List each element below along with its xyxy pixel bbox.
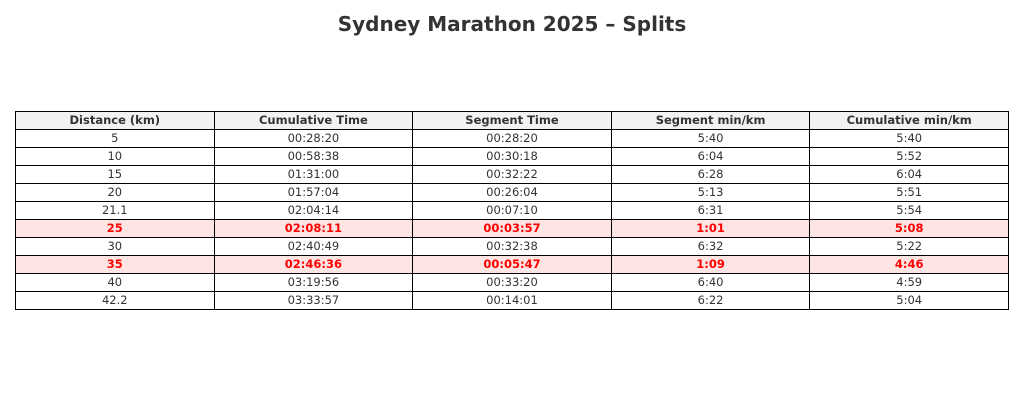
cumulative-pace-cell: 5:08: [809, 219, 1009, 238]
segment-time-cell: 00:30:18: [412, 147, 612, 166]
cumulative-pace-cell: 5:22: [809, 237, 1009, 256]
distance-cell: 40: [15, 273, 215, 292]
cumulative-time-cell: 02:08:11: [213, 219, 414, 238]
cumulative-time-cell: 01:31:00: [213, 165, 414, 184]
table-row: 10 00:58:38 00:30:18 6:04 5:52: [15, 147, 1009, 166]
cumulative-pace-cell: 5:04: [809, 291, 1009, 310]
segment-time-cell: 00:32:38: [412, 237, 612, 256]
table-row: 25 02:08:11 00:03:57 1:01 5:08: [15, 219, 1009, 238]
splits-table: Distance (km) Cumulative Time Segment Ti…: [15, 111, 1009, 310]
column-header-segment-pace: Segment min/km: [610, 111, 811, 130]
table-row: 42.2 03:33:57 00:14:01 6:22 5:04: [15, 291, 1009, 310]
table-body: 5 00:28:20 00:28:20 5:40 5:40 10 00:58:38 00:30…: [15, 129, 1009, 310]
cumulative-time-cell: 02:40:49: [213, 237, 414, 256]
segment-time-cell: 00:28:20: [412, 129, 612, 148]
column-header-segment-time: Segment Time: [412, 111, 612, 130]
distance-cell: 15: [15, 165, 215, 184]
column-header-cumulative-pace: Cumulative min/km: [809, 111, 1009, 130]
segment-pace-cell: 6:40: [610, 273, 811, 292]
distance-cell: 21.1: [15, 201, 215, 220]
segment-time-cell: 00:14:01: [412, 291, 612, 310]
segment-pace-cell: 5:13: [610, 183, 811, 202]
cumulative-time-cell: 03:19:56: [213, 273, 414, 292]
table-row: 5 00:28:20 00:28:20 5:40 5:40: [15, 129, 1009, 148]
cumulative-time-cell: 00:58:38: [213, 147, 414, 166]
column-header-distance: Distance (km): [15, 111, 215, 130]
table-row: 20 01:57:04 00:26:04 5:13 5:51: [15, 183, 1009, 202]
segment-pace-cell: 6:31: [610, 201, 811, 220]
segment-pace-cell: 6:28: [610, 165, 811, 184]
table-row: 30 02:40:49 00:32:38 6:32 5:22: [15, 237, 1009, 256]
segment-time-cell: 00:26:04: [412, 183, 612, 202]
table-row: 15 01:31:00 00:32:22 6:28 6:04: [15, 165, 1009, 184]
segment-pace-cell: 6:32: [610, 237, 811, 256]
segment-pace-cell: 6:04: [610, 147, 811, 166]
distance-cell: 35: [15, 255, 215, 274]
segment-pace-cell: 1:01: [610, 219, 811, 238]
distance-cell: 42.2: [15, 291, 215, 310]
distance-cell: 5: [15, 129, 215, 148]
cumulative-time-cell: 01:57:04: [213, 183, 414, 202]
cumulative-time-cell: 00:28:20: [213, 129, 414, 148]
segment-pace-cell: 6:22: [610, 291, 811, 310]
column-header-cumulative-time: Cumulative Time: [213, 111, 414, 130]
table-row: 21.1 02:04:14 00:07:10 6:31 5:54: [15, 201, 1009, 220]
distance-cell: 10: [15, 147, 215, 166]
segment-time-cell: 00:07:10: [412, 201, 612, 220]
cumulative-pace-cell: 6:04: [809, 165, 1009, 184]
cumulative-time-cell: 03:33:57: [213, 291, 414, 310]
segment-time-cell: 00:32:22: [412, 165, 612, 184]
cumulative-time-cell: 02:46:36: [213, 255, 414, 274]
chart-title: Sydney Marathon 2025 – Splits: [337, 12, 687, 36]
cumulative-pace-cell: 4:59: [809, 273, 1009, 292]
cumulative-pace-cell: 4:46: [809, 255, 1009, 274]
distance-cell: 30: [15, 237, 215, 256]
table-row: 35 02:46:36 00:05:47 1:09 4:46: [15, 255, 1009, 274]
distance-cell: 25: [15, 219, 215, 238]
cumulative-time-cell: 02:04:14: [213, 201, 414, 220]
segment-time-cell: 00:03:57: [412, 219, 612, 238]
table-row: 40 03:19:56 00:33:20 6:40 4:59: [15, 273, 1009, 292]
table-header-row: Distance (km) Cumulative Time Segment Ti…: [15, 111, 1009, 130]
cumulative-pace-cell: 5:52: [809, 147, 1009, 166]
distance-cell: 20: [15, 183, 215, 202]
cumulative-pace-cell: 5:54: [809, 201, 1009, 220]
segment-pace-cell: 5:40: [610, 129, 811, 148]
cumulative-pace-cell: 5:51: [809, 183, 1009, 202]
cumulative-pace-cell: 5:40: [809, 129, 1009, 148]
segment-time-cell: 00:05:47: [412, 255, 612, 274]
segment-time-cell: 00:33:20: [412, 273, 612, 292]
segment-pace-cell: 1:09: [610, 255, 811, 274]
